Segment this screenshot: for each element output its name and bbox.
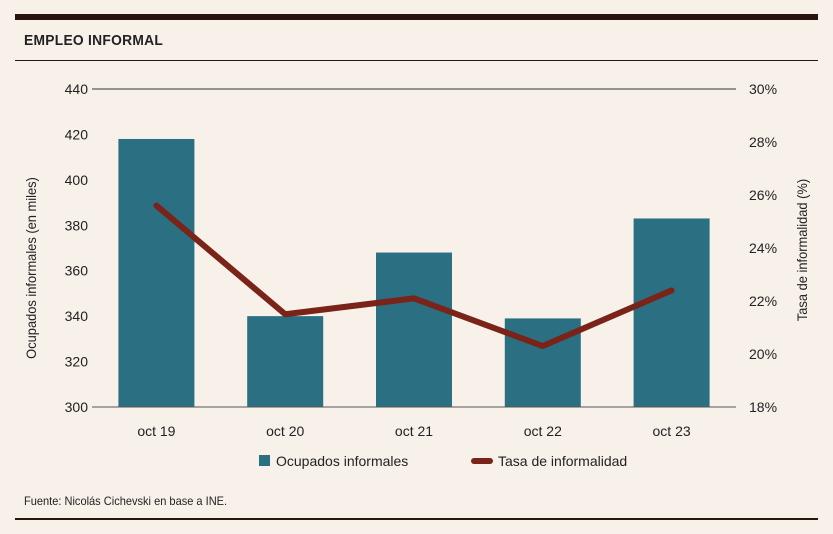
legend-label: Tasa de informalidad xyxy=(498,453,627,469)
y2-tick-label: 30% xyxy=(749,81,777,97)
y-tick-label: 320 xyxy=(65,354,89,370)
x-tick-label: oct 21 xyxy=(395,423,433,439)
y2-axis-label: Tasa de informalidad (%) xyxy=(795,179,811,321)
bar-series xyxy=(118,138,710,407)
y2-tick-label: 26% xyxy=(749,187,777,203)
x-tick-label: oct 23 xyxy=(653,423,691,439)
bar xyxy=(118,138,195,407)
y-tick-label: 360 xyxy=(65,263,89,279)
line-series xyxy=(153,202,675,350)
title-rule xyxy=(15,60,818,61)
y2-tick-label: 24% xyxy=(749,240,777,256)
y-tick-label: 300 xyxy=(65,399,89,415)
x-tick-label: oct 19 xyxy=(137,423,175,439)
bar xyxy=(247,316,324,407)
y-tick-label: 380 xyxy=(65,217,89,233)
x-tick-label: oct 20 xyxy=(266,423,304,439)
legend: Ocupados informales Tasa de informalidad xyxy=(259,453,627,469)
y-tick-label: 420 xyxy=(65,126,89,142)
top-rule xyxy=(15,14,818,20)
y2-tick-label: 18% xyxy=(749,399,777,415)
source-note: Fuente: Nicolás Cichevski en base a INE. xyxy=(24,494,228,508)
y-tick-label: 340 xyxy=(65,308,89,324)
y-tick-label: 440 xyxy=(65,81,89,97)
y-tick-label: 400 xyxy=(65,172,89,188)
right-axis-ticks: 18% 20% 22% 24% 26% 28% 30% xyxy=(749,81,777,415)
x-tick-label: oct 22 xyxy=(524,423,562,439)
chart-title: EMPLEO INFORMAL xyxy=(24,32,164,49)
y2-tick-label: 20% xyxy=(749,346,777,362)
y-axis-label: Ocupados informales (en miles) xyxy=(24,177,40,359)
legend-swatch-bar xyxy=(259,455,270,466)
bar xyxy=(633,218,710,407)
bar xyxy=(376,252,452,407)
y2-tick-label: 28% xyxy=(749,134,777,150)
bottom-rule xyxy=(15,518,818,520)
x-axis-ticks: oct 19 oct 20 oct 21 oct 22 oct 23 xyxy=(137,423,691,439)
legend-label: Ocupados informales xyxy=(276,453,408,469)
left-axis-ticks: 300 320 340 360 380 400 420 440 xyxy=(65,81,89,415)
y2-tick-label: 22% xyxy=(749,293,777,309)
